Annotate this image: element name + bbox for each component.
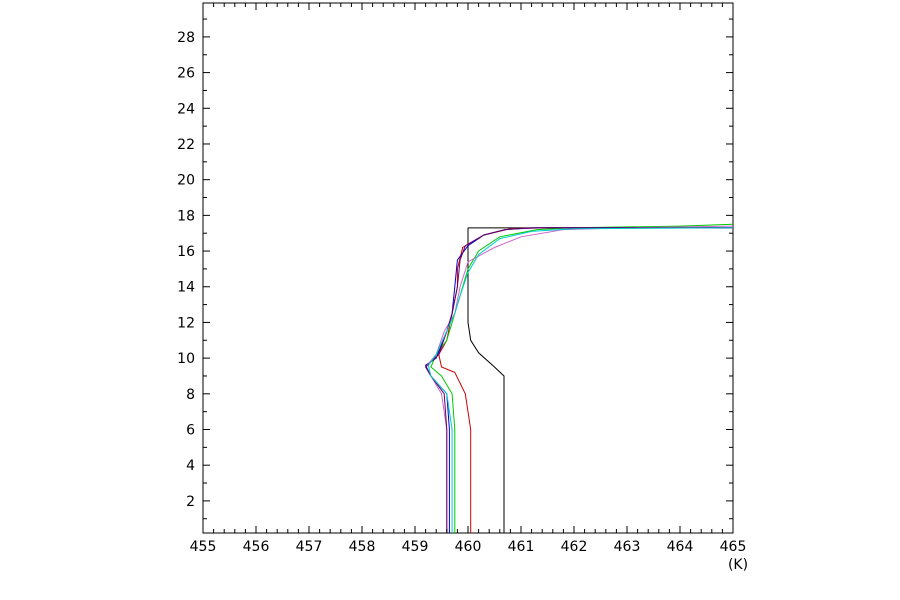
y-tick-label: 24 <box>177 101 195 117</box>
x-tick-label: 463 <box>614 539 641 555</box>
x-tick-label: 455 <box>190 539 217 555</box>
x-tick-label: 460 <box>455 539 482 555</box>
x-tick-label: 465 <box>720 539 747 555</box>
x-tick-label: 456 <box>243 539 270 555</box>
y-tick-label: 28 <box>177 30 195 46</box>
y-tick-label: 14 <box>177 280 195 296</box>
y-tick-label: 4 <box>186 458 195 474</box>
series-line-1 <box>467 227 505 533</box>
y-tick-label: 6 <box>186 422 195 438</box>
y-tick-label: 10 <box>177 351 195 367</box>
series-line-4 <box>424 227 733 533</box>
series-line-5 <box>424 225 734 533</box>
y-tick-label: 8 <box>186 387 195 403</box>
y-tick-label: 20 <box>177 173 195 189</box>
x-tick-label: 461 <box>508 539 535 555</box>
series-line-2 <box>438 227 733 533</box>
x-tick-label: 462 <box>561 539 588 555</box>
series-layer <box>424 223 734 533</box>
y-tick-label: 18 <box>177 208 195 224</box>
x-tick-label: 458 <box>349 539 376 555</box>
series-line-6 <box>424 227 733 533</box>
y-tick-label: 2 <box>186 494 195 510</box>
y-tick-label: 12 <box>177 315 195 331</box>
series-line-3 <box>430 223 734 533</box>
y-tick-label: 22 <box>177 137 195 153</box>
x-tick-label: 464 <box>667 539 694 555</box>
y-tick-label: 26 <box>177 66 195 82</box>
x-tick-label: 457 <box>296 539 323 555</box>
x-tick-label: 459 <box>402 539 429 555</box>
y-tick-label: 16 <box>177 244 195 260</box>
ticks-layer: 455 456 457 458 459 460 461 462 463 464 4652468101… <box>177 3 746 555</box>
series-line-7 <box>427 227 734 533</box>
x-axis-label: (K) <box>728 557 748 573</box>
